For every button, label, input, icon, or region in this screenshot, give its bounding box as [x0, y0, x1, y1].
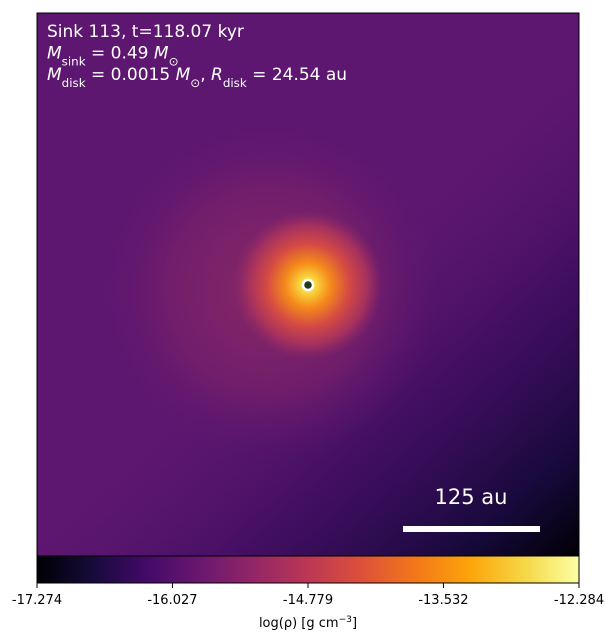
text-part: M: [47, 65, 62, 85]
sink-marker: [301, 278, 315, 292]
text-part: R: [211, 65, 223, 85]
colorbar-tick-label: -17.274: [12, 593, 62, 608]
text-part: sink: [62, 55, 86, 69]
text-part: = 24.54 au: [247, 65, 347, 85]
rich-text: log(ρ) [g cm−3]: [259, 615, 357, 631]
colorbar-tick-label: -12.284: [554, 593, 604, 608]
scale-bar-label: 125 au: [435, 485, 508, 509]
text-part: ,: [200, 65, 211, 85]
text-part: Sink 113, t=118.07 kyr: [47, 22, 244, 42]
text-part: disk: [223, 76, 247, 90]
colorbar-tick-label: -14.779: [283, 593, 333, 608]
text-part: M: [176, 65, 191, 85]
rich-text: Sink 113, t=118.07 kyr: [47, 22, 244, 42]
rich-text: Msink = 0.49 M⊙: [47, 44, 179, 69]
text-part: ]: [352, 616, 357, 631]
colorbar-tick-label: -16.027: [147, 593, 197, 608]
colorbar-tick-label: -13.532: [418, 593, 468, 608]
text-part: M: [47, 44, 62, 64]
rich-text: Mdisk = 0.0015 M⊙, Rdisk = 24.54 au: [47, 65, 347, 90]
colorbar: [36, 555, 580, 584]
colorbar-axis: -17.274 -16.027 -14.779 -13.532 -12.284 log(ρ…: [12, 583, 604, 631]
text-part: log(ρ) [g cm: [259, 616, 339, 631]
text-part: M: [154, 44, 169, 64]
text-part: −3: [339, 615, 353, 625]
text-part: = 0.49: [86, 44, 154, 64]
text-part: ⊙: [190, 76, 200, 90]
text-part: = 0.0015: [86, 65, 176, 85]
text-part: disk: [62, 76, 86, 90]
text-part: ⊙: [169, 55, 179, 69]
